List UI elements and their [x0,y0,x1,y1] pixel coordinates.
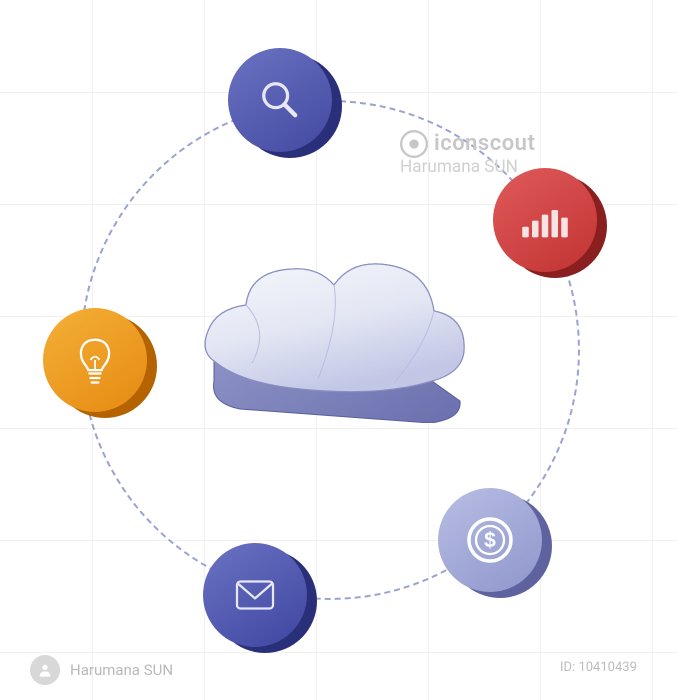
search-icon [228,48,332,152]
node-money: $ [438,488,542,592]
mail-icon [203,543,307,647]
watermark-brand: iconscout [434,131,535,156]
analytics-icon [493,168,597,272]
dollar-icon: $ [438,488,542,592]
watermark-author-top: Harumana SUN [400,158,535,177]
node-search [228,48,332,152]
watermark-top: iconscout Harumana SUN [400,130,535,177]
lightbulb-icon [43,308,147,412]
infographic-stage: $ iconscout Harumana SUN Harumana SUN ID… [0,0,677,700]
watermark-author-bottom: Harumana SUN [70,661,173,679]
cloud-center [180,213,480,427]
watermark-bottom-left: Harumana SUN [30,655,173,685]
node-idea [43,308,147,412]
author-avatar [30,655,60,685]
node-mail [203,543,307,647]
watermark-id: ID: 10410439 [560,660,637,675]
svg-text:$: $ [484,529,496,552]
node-analytics [493,168,597,272]
